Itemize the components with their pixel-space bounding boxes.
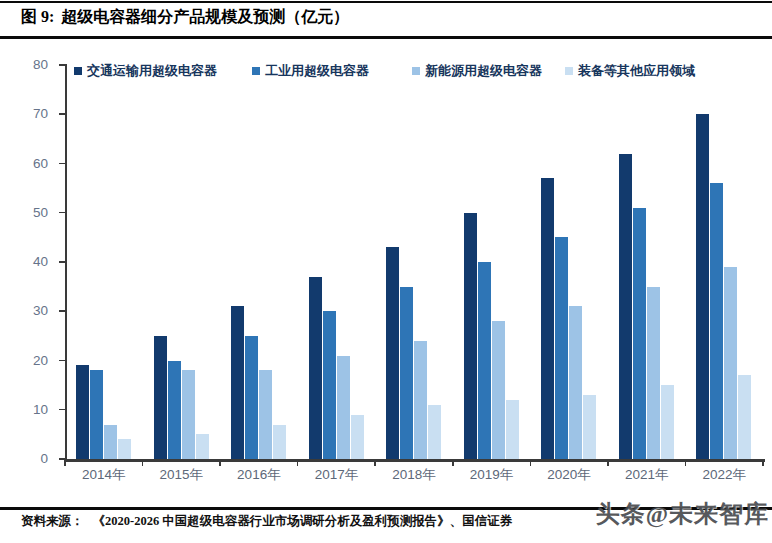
bar xyxy=(661,385,674,459)
bar xyxy=(647,287,660,459)
source-label: 资料来源： xyxy=(21,514,84,528)
x-tick-label: 2017年 xyxy=(298,467,376,483)
x-tick-label: 2015年 xyxy=(143,467,221,483)
y-axis-tick xyxy=(59,409,65,411)
bar xyxy=(710,183,723,459)
y-tick-label: 50 xyxy=(12,205,48,221)
x-tick-label: 2021年 xyxy=(608,467,686,483)
bar xyxy=(386,247,399,459)
y-tick-label: 0 xyxy=(12,451,48,467)
bar xyxy=(696,114,709,459)
legend-item: 交通运输用超级电容器 xyxy=(74,63,217,79)
bar xyxy=(231,306,244,459)
bar xyxy=(541,178,554,459)
legend-swatch xyxy=(565,67,573,75)
y-tick-label: 70 xyxy=(12,106,48,122)
x-tick-label: 2014年 xyxy=(65,467,143,483)
y-tick-label: 40 xyxy=(12,254,48,270)
legend-swatch xyxy=(74,67,82,75)
y-tick-label: 60 xyxy=(12,156,48,172)
bar xyxy=(569,306,582,459)
bar xyxy=(492,321,505,459)
y-tick-label: 80 xyxy=(12,57,48,73)
bar xyxy=(724,267,737,459)
x-tick-label: 2016年 xyxy=(220,467,298,483)
bar xyxy=(309,277,322,459)
bar xyxy=(196,434,209,459)
x-axis-tick xyxy=(142,461,144,466)
bar xyxy=(414,341,427,459)
y-axis-tick xyxy=(59,163,65,165)
y-axis-tick xyxy=(59,212,65,214)
y-axis-tick xyxy=(59,64,65,66)
legend-item: 工业用超级电容器 xyxy=(252,63,369,79)
bar xyxy=(428,405,441,459)
x-axis-tick xyxy=(685,461,687,466)
bar xyxy=(168,361,181,460)
y-tick-label: 10 xyxy=(12,402,48,418)
x-tick-label: 2019年 xyxy=(453,467,531,483)
bar xyxy=(619,154,632,459)
source-text: 《2020-2026 中国超级电容器行业市场调研分析及盈利预测报告》、国信证券 xyxy=(93,514,513,528)
x-axis-tick xyxy=(607,461,609,466)
figure-title-text: 超级电容器细分产品规模及预测（亿元） xyxy=(61,8,349,25)
bar xyxy=(118,439,131,459)
legend-swatch xyxy=(252,67,260,75)
x-axis-tick xyxy=(64,461,66,466)
x-axis-tick xyxy=(219,461,221,466)
title-rule xyxy=(0,36,772,39)
bar xyxy=(583,395,596,459)
legend-item: 装备等其他应用领域 xyxy=(565,63,695,79)
bar xyxy=(323,311,336,459)
x-tick-label: 2020年 xyxy=(530,467,608,483)
legend-swatch xyxy=(412,67,420,75)
bar xyxy=(478,262,491,459)
y-axis-tick xyxy=(59,113,65,115)
x-axis-tick xyxy=(530,461,532,466)
source-line: 资料来源： 《2020-2026 中国超级电容器行业市场调研分析及盈利预测报告》、… xyxy=(21,513,512,530)
bar xyxy=(555,237,568,459)
y-axis-tick xyxy=(59,458,65,460)
bar xyxy=(76,365,89,459)
legend-item: 新能源用超级电容器 xyxy=(412,63,542,79)
bar xyxy=(273,425,286,459)
legend-label: 装备等其他应用领域 xyxy=(578,62,695,80)
bar xyxy=(182,370,195,459)
bar xyxy=(90,370,103,459)
bar xyxy=(464,213,477,459)
top-rule xyxy=(0,1,772,3)
bar xyxy=(104,425,117,459)
watermark: 头条@未来智库 xyxy=(596,498,769,530)
x-axis-line xyxy=(64,459,765,462)
legend-label: 新能源用超级电容器 xyxy=(425,62,542,80)
bar xyxy=(245,336,258,459)
y-tick-label: 20 xyxy=(12,353,48,369)
report-figure: 图 9: 超级电容器细分产品规模及预测（亿元） 交通运输用超级电容器 工业用超级电容… xyxy=(0,0,772,543)
bar xyxy=(506,400,519,459)
bar xyxy=(351,415,364,459)
bar xyxy=(400,287,413,459)
x-axis-tick xyxy=(297,461,299,466)
bar xyxy=(154,336,167,459)
y-axis-tick xyxy=(59,310,65,312)
y-tick-label: 30 xyxy=(12,303,48,319)
bar xyxy=(738,375,751,459)
y-axis-line xyxy=(65,64,67,460)
y-axis-tick xyxy=(59,360,65,362)
x-axis-tick xyxy=(374,461,376,466)
bar xyxy=(259,370,272,459)
bar xyxy=(337,356,350,459)
legend-label: 交通运输用超级电容器 xyxy=(87,62,217,80)
x-tick-label: 2018年 xyxy=(375,467,453,483)
bar xyxy=(633,208,646,459)
x-axis-tick xyxy=(762,461,764,466)
y-axis-tick xyxy=(59,261,65,263)
figure-number-label: 图 9: xyxy=(21,8,54,25)
legend-label: 工业用超级电容器 xyxy=(265,62,369,80)
x-axis-tick xyxy=(452,461,454,466)
x-tick-label: 2022年 xyxy=(685,467,763,483)
figure-title: 图 9: 超级电容器细分产品规模及预测（亿元） xyxy=(21,7,349,28)
